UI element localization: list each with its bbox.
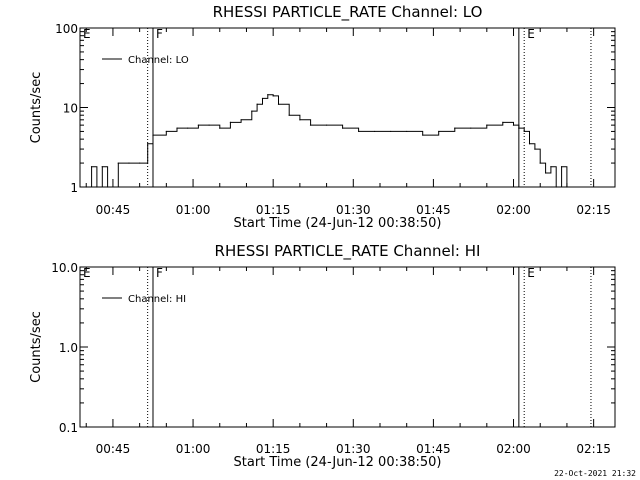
chart0-event-marker-label: E [527,27,535,41]
chart0-series-0-point [555,186,557,188]
chart0-ytick-label: 100 [55,22,78,36]
chart0-series-0-point [406,130,408,133]
footer-timestamp: 22-Oct-2021 21:32 [554,469,636,478]
chart0-series-0-point [374,130,376,133]
chart0-series-0-point [534,148,536,150]
chart0-series-0-point [277,103,280,105]
chart0-series-0-point [309,124,312,126]
chart0-series-0-point [486,124,488,126]
chart0-series-0-point [147,143,149,145]
chart0-series-0-line [86,94,568,188]
chart1-xtick-label: 02:00 [496,442,531,456]
chart0-series-0-point [518,127,520,129]
chart0-legend-entry: Channel: LO [128,55,189,66]
chart0-series-0-point [251,110,253,112]
chart0-ytick-label: 10 [63,102,78,116]
chart0-series-0-point [539,162,541,164]
chart0-plot-frame [79,27,616,188]
chart1-ytick-label: 0.1 [59,421,78,435]
chart0-series-0-point [117,162,119,164]
chart1-xlabel: Start Time (24-Jun-12 00:38:50) [234,455,442,470]
chart0-series-0-point [390,130,392,133]
chart1-ytick-label: 1.0 [59,341,78,355]
chart0-xtick-label: 02:15 [576,203,611,217]
chart0-series-0-point [96,186,98,188]
chart1-event-marker-label: F [156,266,163,280]
chart0-series-0-point [240,119,242,121]
chart0-ylabel: Counts/sec [29,72,44,144]
chart0-xlabel: Start Time (24-Jun-12 00:38:50) [234,216,442,231]
chart0-ytick-label: 1 [70,181,78,195]
chart0-series-0-point [454,127,456,129]
chart0-series-0-point [544,172,547,174]
chart0-xtick-label: 01:45 [416,203,451,217]
chart0-series-0-point [325,124,328,126]
chart0-series-0-point [128,162,130,164]
chart1-xtick-label: 02:15 [576,442,611,456]
chart0-series-0-point [106,186,109,188]
chart0-series-0-point [101,166,103,168]
chart0-series-0-point [512,124,515,126]
chart0-series-0-point [197,124,199,126]
chart1-xtick-label: 00:45 [96,442,131,456]
chart1-event-marker-label: E [527,266,535,280]
chart0-series-0-point [219,127,221,129]
chart1-title: RHESSI PARTICLE_RATE Channel: HI [215,242,481,261]
chart0-series-0-point [566,186,568,188]
chart0-series-0-point [267,94,269,96]
chart0-series-0-point [256,103,258,105]
chart0-event-marker-label: F [156,27,163,41]
chart1-ylabel: Counts/sec [29,311,44,383]
chart0-series-0-point [176,127,178,129]
chart1-xtick-label: 01:15 [256,442,291,456]
chart0-series-0-point [299,119,301,121]
chart0-series-0-point [139,162,141,164]
chart0-series-0-point [208,124,210,126]
chart0-series-0-point [523,130,525,133]
chart0-series-0-point [187,127,189,129]
chart0-series-0-point [550,166,552,168]
chart0-series-0-point [470,127,472,129]
chart0-series-0-point [528,143,531,145]
chart0-series-0-point [272,95,274,97]
chart0-series-0-point [90,166,93,168]
chart0-xtick-label: 01:00 [176,203,211,217]
chart0-series-0-point [85,186,87,188]
chart0-series-0-point [438,130,440,133]
chart0-event-marker-label: E [83,27,91,41]
chart0-series-0-point [422,134,424,136]
chart1-event-marker-label: E [83,266,91,280]
chart0-series-0-point [502,121,504,123]
chart0-series-0-point [229,121,232,123]
chart1-xtick-label: 01:45 [416,442,451,456]
chart0-series-0-point [165,130,167,133]
chart1-legend-entry: Channel: HI [128,294,186,305]
chart1-ytick-label: 10.0 [51,261,78,275]
chart0-title: RHESSI PARTICLE_RATE Channel: LO [213,3,483,22]
chart0-xtick-label: 00:45 [96,203,131,217]
chart0-series-0-point [560,166,563,168]
chart0-series-0-point [152,134,154,136]
chart0-series-0-point [342,127,344,129]
chart0-xtick-label: 01:30 [336,203,371,217]
chart1-plot-frame [79,266,616,428]
chart1-xtick-label: 01:00 [176,442,211,456]
chart0-series-0-point [358,130,360,133]
chart0-xtick-label: 02:00 [496,203,531,217]
chart0-xtick-label: 01:15 [256,203,291,217]
chart1-xtick-label: 01:30 [336,442,371,456]
chart0-series-0-point [288,114,290,116]
chart0-series-0-point [261,97,264,100]
